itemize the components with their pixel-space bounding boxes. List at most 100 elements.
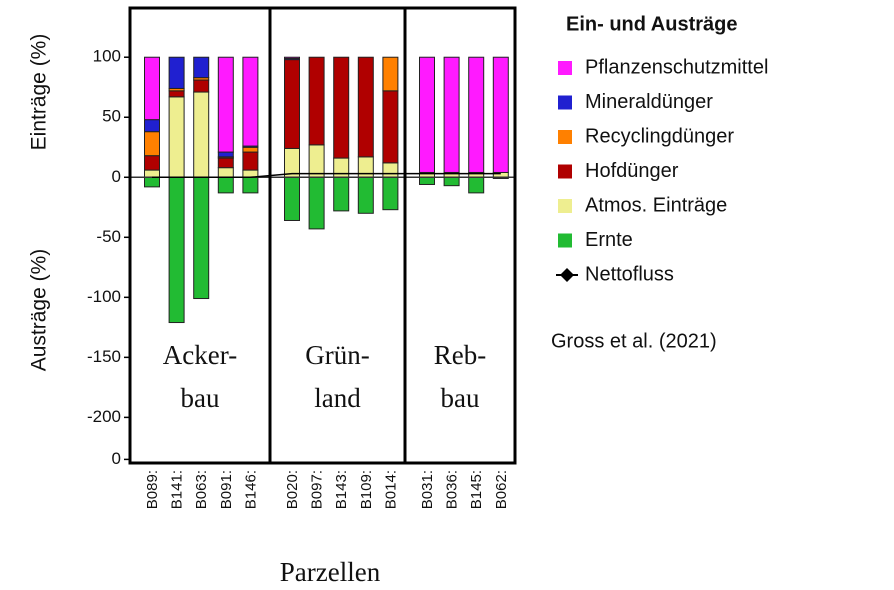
x-axis-label: Parzellen: [280, 557, 381, 587]
x-tick-label: B014:: [382, 470, 399, 509]
bar-segment: [193, 91, 210, 178]
bar-segment: [308, 176, 325, 230]
legend-label: Hofdünger: [585, 160, 679, 182]
bar-segment: [242, 176, 259, 194]
y-tick-label: 0: [112, 449, 121, 468]
legend-label: Ernte: [585, 229, 633, 251]
bar-segment: [217, 151, 234, 158]
bar-segment: [217, 157, 234, 169]
legend-label: Recyclingdünger: [585, 125, 734, 147]
bar-segment: [419, 176, 435, 185]
x-tick-group: B143:: [333, 470, 350, 509]
y-axis-label: Einträge (%): [28, 34, 51, 151]
bar-segment: [242, 146, 259, 153]
legend-label: Mineraldünger: [585, 91, 713, 113]
y-tick-label: -200: [87, 407, 121, 426]
bar-segment: [168, 176, 185, 324]
bar-segment: [144, 176, 160, 188]
x-tick-label: B031:: [419, 470, 436, 509]
bar-segment: [468, 176, 485, 194]
bar-segment: [144, 155, 160, 171]
bar-segment: [357, 56, 374, 158]
bar-segment: [333, 176, 350, 212]
y-label-group: Einträge (%): [28, 34, 51, 151]
y-tick-label: 100: [93, 47, 121, 66]
bar-segment: [144, 169, 160, 178]
bar-segment: [419, 56, 435, 173]
panel-label: Reb-: [434, 340, 486, 370]
bar-segment: [168, 96, 185, 178]
bar-segment: [242, 56, 259, 147]
x-tick-label: B020:: [284, 470, 301, 509]
bar-segment: [217, 176, 234, 194]
bar-segment: [144, 56, 160, 121]
legend-swatch: [558, 233, 572, 248]
x-tick-group: B031:: [419, 470, 436, 509]
bar-segment: [168, 90, 185, 98]
bar-segment: [492, 56, 509, 173]
panel-label: bau: [441, 383, 480, 413]
x-tick-label: B145:: [468, 470, 485, 509]
legend-marker: [560, 268, 574, 282]
bar-segment: [242, 151, 259, 171]
bar-segment: [217, 56, 234, 153]
legend-swatch: [558, 95, 572, 110]
x-tick-group: B014:: [382, 470, 399, 509]
bar-segment: [308, 56, 325, 146]
bar-segment: [168, 56, 185, 89]
bar-segment: [144, 119, 160, 133]
legend-swatch: [558, 130, 572, 144]
x-tick-label: B063:: [193, 470, 210, 509]
bar-segment: [144, 131, 160, 157]
bar-segment: [308, 144, 325, 178]
legend-label: Nettofluss: [585, 263, 674, 285]
source-note: Gross et al. (2021): [551, 330, 717, 352]
x-tick-label: B089:: [144, 470, 161, 509]
legend-label: Atmos. Einträge: [585, 194, 727, 216]
bar-segment: [193, 176, 210, 300]
y-axis-label: Austräge (%): [28, 249, 51, 372]
y-tick-label: 0: [112, 167, 121, 186]
x-tick-group: B091:: [218, 470, 235, 509]
bar-segment: [193, 56, 210, 79]
legend-swatch: [558, 61, 572, 75]
panel-label: land: [314, 383, 361, 413]
x-tick-group: B020:: [284, 470, 301, 509]
bar-segment: [443, 56, 460, 173]
bar-segment: [382, 56, 399, 92]
x-tick-label: B146:: [242, 470, 259, 509]
x-tick-label: B141:: [169, 470, 186, 509]
bar-segment: [382, 176, 399, 211]
legend-swatch: [558, 164, 572, 179]
bar-segment: [382, 90, 399, 164]
bar-segment: [284, 59, 300, 149]
x-tick-group: B097:: [309, 470, 326, 509]
bar-segment: [333, 56, 350, 159]
legend-swatch: [558, 199, 572, 213]
x-tick-label: B062:: [493, 470, 510, 509]
legend-label: Pflanzenschutzmittel: [585, 56, 768, 78]
bar-segment: [468, 56, 485, 173]
x-tick-group: B036:: [444, 470, 461, 509]
bar-segment: [382, 162, 399, 178]
x-tick-label: B109:: [358, 470, 375, 509]
panel-label: Acker-: [163, 340, 237, 370]
x-tick-label: B091:: [218, 470, 235, 509]
x-tick-label: B143:: [333, 470, 350, 509]
x-tick-label: B036:: [444, 470, 461, 509]
bar-segment: [284, 56, 300, 59]
x-tick-group: B141:: [169, 470, 186, 509]
panel-label: Grün-: [305, 340, 369, 370]
x-tick-group: B063:: [193, 470, 210, 509]
panel-frame: [403, 6, 517, 465]
bar-segment: [357, 176, 374, 214]
x-tick-group: B109:: [358, 470, 375, 509]
panel-label: bau: [181, 383, 220, 413]
bar-segment: [193, 79, 210, 93]
y-tick-label: -150: [87, 347, 121, 366]
bar-segment: [217, 167, 234, 178]
y-tick-label: 50: [102, 107, 121, 126]
y-tick-label: -50: [96, 227, 121, 246]
y-label-group: Austräge (%): [28, 249, 51, 372]
